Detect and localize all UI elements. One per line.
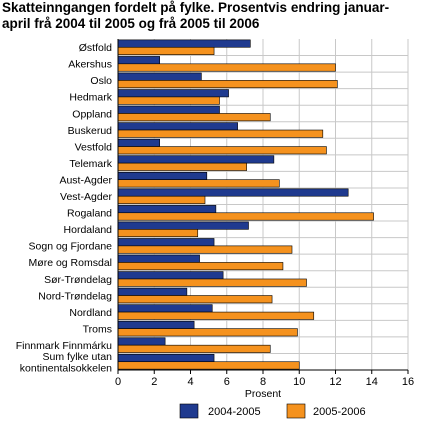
bar-series-2 [117,129,324,138]
legend: 2004-2005 2005-2006 [179,403,366,419]
bar-series-2 [117,96,220,105]
bar-series-1 [117,122,238,131]
category-label: Vestfold [75,141,113,153]
bar-series-2 [117,179,280,188]
chart-title-line-2: april frå 2004 til 2005 og frå 2005 til … [2,16,260,31]
chart-title: Skatteinngangen fordelt på fylke. Prosen… [2,0,426,32]
category-label: Oppland [72,108,112,120]
x-tick-label: 14 [366,376,378,388]
bar-series-2 [117,146,327,155]
category-label: Akershus [68,59,112,71]
bar-series-2 [117,278,307,287]
category-label: Hedmark [69,92,112,104]
bars [117,39,374,370]
bar-series-2 [117,162,247,171]
category-label: Vest-Agder [60,191,112,203]
category-label: Nord-Trøndelag [38,290,112,302]
x-tick-label: 0 [115,376,121,388]
bar-series-1 [117,304,213,313]
x-tick-label: 6 [224,376,230,388]
bar-series-1 [117,138,160,147]
category-label: Sum fylke utan [43,351,113,363]
bar-series-2 [117,311,315,320]
category-label: Buskerud [68,125,113,137]
bar-series-2 [117,80,338,89]
bar-series-1 [117,254,200,263]
bar-series-1 [117,320,195,329]
bar-series-2 [117,262,284,271]
bar-series-1 [117,287,188,296]
category-label: Hordaland [64,224,113,236]
category-label: Sogn og Fjordane [29,241,113,253]
x-axis: 0 2 4 6 8 10 12 14 16 Prosent [115,39,414,400]
category-label: Finnmark Finnmárku [16,340,112,352]
category-label: Østfold [79,42,112,54]
bar-series-1 [117,354,215,363]
bar-series-1 [117,171,208,180]
bar-series-2 [117,344,271,353]
bar-series-2 [117,229,199,238]
bar-series-1 [117,89,229,98]
bar-series-2 [117,113,271,122]
bar-series-1 [117,205,217,214]
bar-series-1 [117,56,160,65]
bar-series-2 [117,295,273,304]
bar-series-1 [117,238,215,247]
category-label: Telemark [69,158,112,170]
bar-series-2 [117,328,298,337]
x-tick-label: 8 [260,376,266,388]
category-label: Sør-Trøndelag [44,274,112,286]
bar-series-1 [117,271,224,280]
category-label: Møre og Romsdal [29,257,112,269]
bar-series-2 [117,361,300,370]
x-tick-label: 12 [329,376,341,388]
bar-series-2 [117,212,374,221]
x-tick-label: 4 [187,376,193,388]
bar-series-1 [117,337,166,346]
x-axis-title: Prosent [245,388,281,400]
bar-series-2 [117,63,336,72]
bar-series-2 [117,46,215,55]
bar-series-1 [117,72,202,81]
bar-series-1 [117,105,220,114]
bar-series-2 [117,195,206,204]
category-label: Aust-Agder [59,174,112,186]
category-label: Nordland [69,307,112,319]
legend-swatch [286,403,306,419]
category-label: Oslo [90,75,112,87]
x-tick-label: 10 [293,376,305,388]
bar-series-1 [117,188,349,197]
category-labels: Østfold Akershus Oslo Hedmark Oppland Buskeru… [16,42,113,374]
category-label: kontinentalsokkelen [20,362,112,374]
bar-series-1 [117,39,251,48]
legend-swatch [179,403,199,419]
bar-series-1 [117,155,275,164]
x-tick-label: 16 [402,376,414,388]
category-label: Troms [83,323,112,335]
bar-series-2 [117,245,293,254]
category-label: Rogaland [67,208,112,220]
x-tick-label: 2 [151,376,157,388]
legend-label: 2005-2006 [313,406,366,418]
chart-title-line-1: Skatteinngangen fordelt på fylke. Prosen… [2,0,390,15]
bar-series-1 [117,221,249,230]
grid [118,39,409,370]
legend-label: 2004-2005 [208,406,261,418]
